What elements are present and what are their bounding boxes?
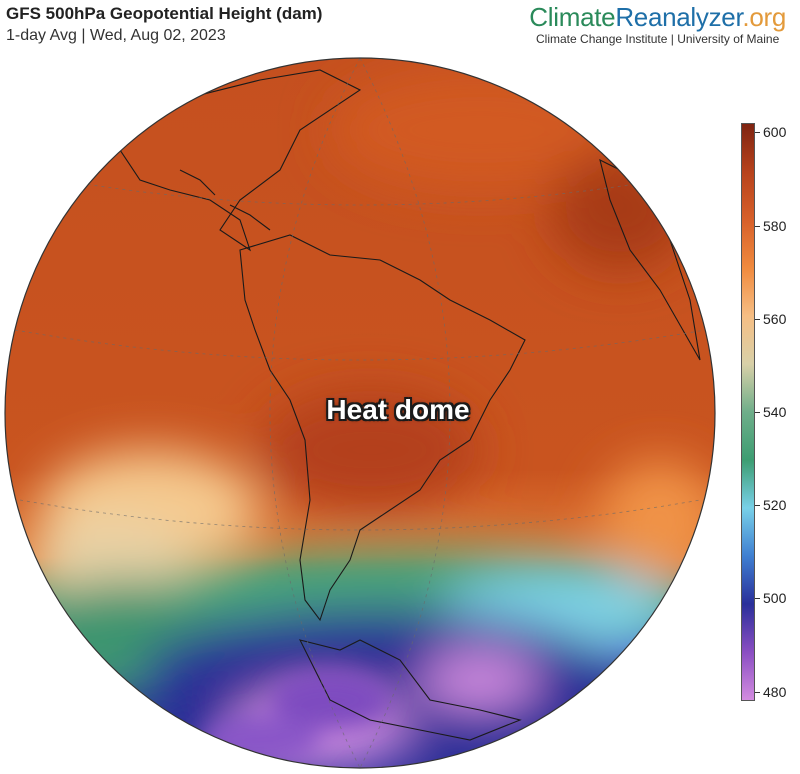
graticule (14, 58, 706, 768)
brand-name: ClimateReanalyzer.org (529, 2, 786, 32)
globe-map (4, 57, 716, 769)
brand-affiliation: Climate Change Institute | University of… (536, 32, 780, 46)
colorbar-tick-label: 480 (763, 683, 787, 700)
map-title: GFS 500hPa Geopotential Height (dam) (6, 4, 323, 23)
colorbar-tick-mark (755, 225, 760, 227)
colorbar-tick-mark (755, 132, 760, 134)
brand-name-climate: Climate (529, 2, 616, 32)
heat-dome-label: Heat dome (326, 394, 470, 425)
map-subtitle: 1-day Avg | Wed, Aug 02, 2023 (6, 27, 226, 44)
brand-name-org: .org (742, 2, 786, 32)
colorbar-tick-label: 560 (763, 310, 787, 327)
colorbar-tick-mark (755, 598, 760, 600)
colorbar-tick-label: 520 (763, 497, 787, 514)
colorbar-tick-label: 540 (763, 404, 787, 420)
colorbar-tick-mark (755, 691, 760, 693)
globe-outline (4, 57, 716, 769)
colorbar-tick-label: 500 (763, 590, 787, 607)
colorbar-tick-mark (755, 505, 760, 507)
colorbar-tick-label: 600 (763, 124, 787, 141)
colorbar (741, 123, 755, 701)
height-field (5, 58, 715, 768)
colorbar-tick-mark (755, 412, 760, 413)
brand-logo[interactable]: ClimateReanalyzer.org Climate Change Ins… (529, 2, 786, 46)
colorbar-tick-mark (755, 318, 760, 320)
brand-name-reanalyzer: Reanalyzer (615, 2, 743, 32)
colorbar-tick-label: 580 (763, 217, 787, 234)
coastlines (119, 69, 701, 741)
